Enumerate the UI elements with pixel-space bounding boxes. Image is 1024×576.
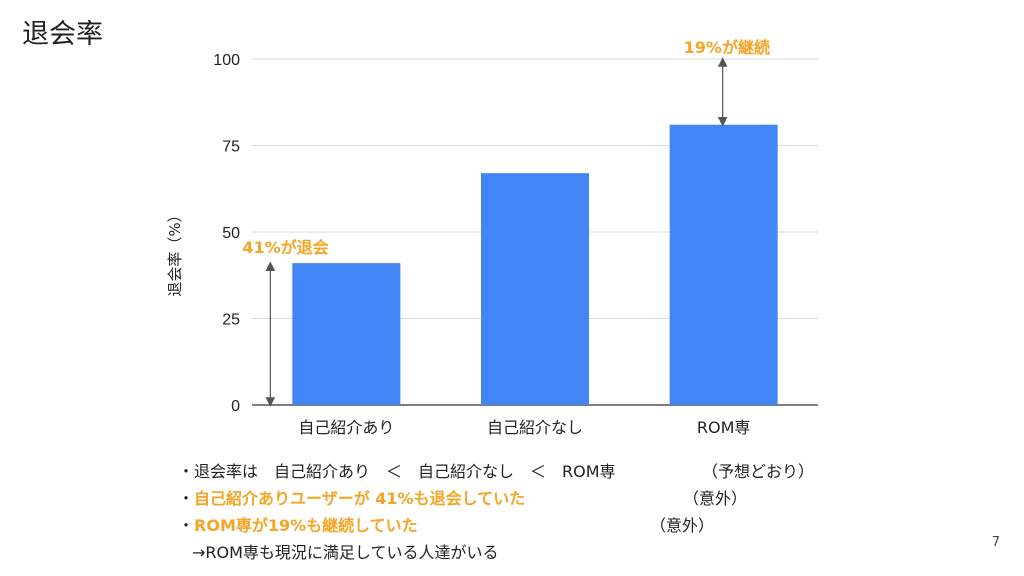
bullet-highlight-text: ROM専が19%も継続していた [194, 516, 418, 535]
bullet-item: ・ROM専が19%も継続していた （意外） [178, 512, 714, 539]
x-tick-label: ROM専 [697, 418, 751, 437]
bullet-list: ・退会率は 自己紹介あり ＜ 自己紹介なし ＜ ROM専 （予想どおり） ・自己… [178, 458, 814, 566]
x-tick-label: 自己紹介なし [487, 418, 583, 437]
y-axis-label: 退会率（%） [166, 207, 184, 296]
bullet-text: →ROM専も現況に満足している人達がいる [192, 543, 499, 562]
x-tick-label: 自己紹介あり [298, 418, 394, 437]
y-tick-label: 75 [222, 139, 240, 156]
bar [481, 173, 589, 405]
bullet-note: （意外） [683, 489, 748, 508]
bullet-item: →ROM専も現況に満足している人達がいる [178, 539, 616, 566]
annotation-label: 19%が継続 [684, 38, 770, 57]
y-tick-label: 0 [231, 398, 240, 415]
slide-title: 退会率 [22, 19, 103, 50]
bullet-text: ・退会率は 自己紹介あり ＜ 自己紹介なし ＜ ROM専 [178, 462, 616, 481]
bullet-marker: ・ [178, 489, 195, 508]
annotation-label: 41%が退会 [242, 238, 328, 257]
bullet-highlight-text: 自己紹介ありユーザーが 41%も退会していた [194, 489, 526, 508]
bar [292, 263, 401, 405]
bullet-item: ・自己紹介ありユーザーが 41%も退会していた （意外） [178, 485, 747, 512]
y-tick-label: 50 [222, 225, 240, 242]
bullet-note: （予想どおり） [702, 462, 815, 481]
bullet-note: （意外） [650, 516, 715, 535]
bullet-item: ・退会率は 自己紹介あり ＜ 自己紹介なし ＜ ROM専 （予想どおり） [178, 458, 814, 485]
y-tick-label: 25 [222, 312, 240, 329]
bar [669, 124, 778, 406]
bullet-marker: ・ [178, 516, 195, 535]
page-number: 7 [991, 535, 1000, 550]
y-tick-label: 100 [213, 52, 240, 69]
